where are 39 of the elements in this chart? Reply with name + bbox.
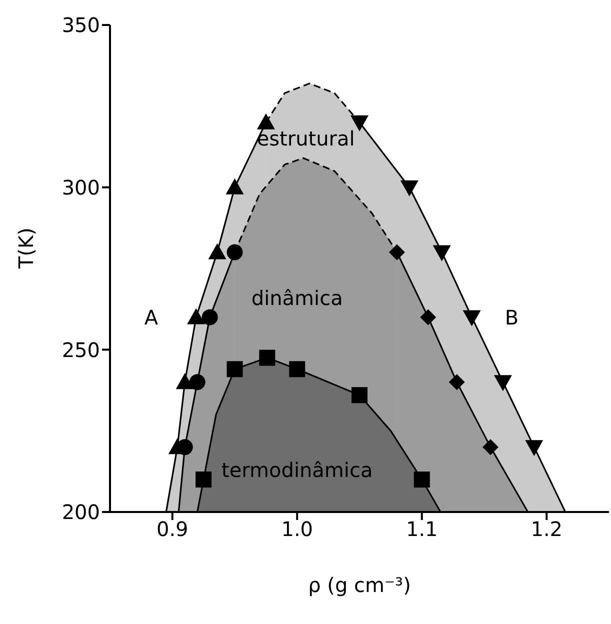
point	[352, 387, 368, 404]
annotation: estrutural	[256, 126, 355, 151]
point	[196, 472, 212, 488]
y-tick-label: 200	[62, 500, 100, 524]
point	[226, 244, 243, 260]
point	[259, 350, 276, 366]
point	[525, 440, 544, 456]
point	[187, 308, 206, 324]
point	[388, 244, 405, 260]
point	[420, 309, 436, 326]
annotation: dinâmica	[251, 286, 343, 310]
y-axis-title: T(K)	[14, 228, 38, 270]
annotation: B	[504, 305, 519, 330]
x-tick-label: 1.1	[406, 517, 438, 542]
x-tick-label: 1.0	[281, 517, 314, 542]
point	[432, 245, 451, 262]
y-tick-label: 250	[62, 338, 100, 362]
point	[462, 310, 481, 326]
point	[189, 374, 206, 390]
point	[208, 243, 226, 260]
y-tick-label: 300	[62, 175, 100, 200]
point	[400, 180, 418, 196]
annotation: A	[144, 305, 158, 330]
point	[256, 113, 275, 130]
x-tick-label: 1.2	[530, 517, 563, 542]
point	[448, 374, 465, 390]
x-axis-title: ρ (g cm⁻³)	[308, 573, 411, 597]
point	[350, 115, 368, 132]
point	[289, 361, 306, 378]
annotation: termodinâmica	[222, 458, 373, 482]
point	[226, 178, 244, 194]
point	[176, 373, 194, 390]
point	[202, 309, 218, 326]
x-tick-label: 0.9	[156, 517, 188, 542]
point	[482, 439, 498, 456]
point	[414, 472, 430, 488]
point	[226, 361, 243, 378]
point	[494, 375, 512, 392]
y-tick-label: 350	[62, 13, 100, 38]
